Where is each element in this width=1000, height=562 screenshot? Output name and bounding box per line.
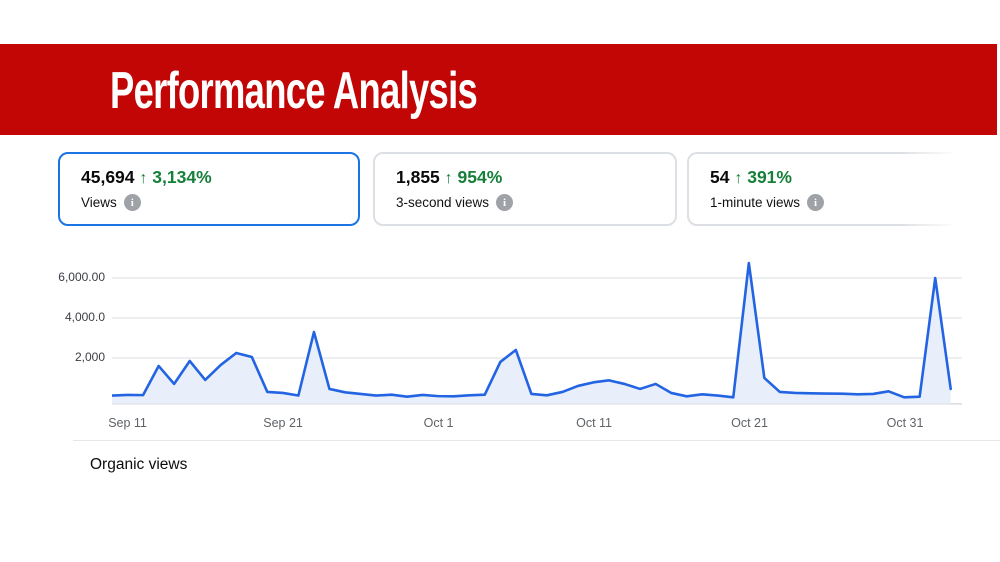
x-tick-label: Sep 11 [108, 416, 147, 430]
x-tick-label: Oct 11 [576, 416, 612, 430]
metric-card-1-minute-views[interactable]: 54 ↑ 391% 1-minute views [687, 152, 960, 226]
info-icon[interactable] [496, 194, 514, 211]
metric-value: 54 [710, 167, 730, 187]
x-tick-label: Oct 1 [423, 416, 454, 430]
metric-value-line: 45,694 ↑ 3,134% [81, 167, 358, 188]
page-title: Performance Analysis [110, 62, 478, 120]
metric-card-3-second-views[interactable]: 1,855 ↑ 954% 3-second views [373, 152, 677, 226]
x-tick-label: Oct 31 [886, 416, 924, 430]
metric-delta: 954% [457, 167, 503, 187]
up-arrow-icon: ↑ [444, 170, 453, 187]
metric-label-row: Views [81, 194, 358, 211]
up-arrow-icon: ↑ [734, 170, 743, 187]
x-tick-label: Sep 21 [263, 416, 303, 430]
x-axis: Sep 11 Sep 21 Oct 1 Oct 11 Oct 21 Oct 31 [0, 416, 1000, 432]
metric-card-views[interactable]: 45,694 ↑ 3,134% Views [58, 152, 360, 226]
metric-value-line: 1,855 ↑ 954% [396, 167, 675, 188]
metric-label: 3-second views [396, 195, 490, 210]
info-icon[interactable] [807, 194, 825, 211]
metric-label-row: 3-second views [396, 194, 675, 211]
bottom-divider [73, 440, 1000, 441]
organic-views-area-chart [112, 261, 962, 405]
metric-value: 45,694 [81, 167, 135, 187]
up-arrow-icon: ↑ [139, 170, 148, 187]
metric-label: Views [81, 195, 117, 210]
metric-label: 1-minute views [710, 195, 801, 210]
info-icon[interactable] [123, 194, 141, 211]
metric-delta: 3,134% [152, 167, 212, 187]
x-tick-label: Oct 21 [731, 416, 768, 430]
y-tick-label: 6,000.00 [58, 270, 105, 284]
y-tick-label: 2,000 [74, 350, 105, 364]
chart-legend-organic-views: Organic views [90, 456, 188, 473]
metric-value: 1,855 [396, 167, 440, 187]
y-tick-label: 4,000.0 [64, 310, 105, 324]
title-banner: Performance Analysis [0, 44, 997, 135]
metric-delta: 391% [747, 167, 792, 187]
metric-label-row: 1-minute views [710, 194, 960, 211]
metric-value-line: 54 ↑ 391% [710, 167, 960, 188]
